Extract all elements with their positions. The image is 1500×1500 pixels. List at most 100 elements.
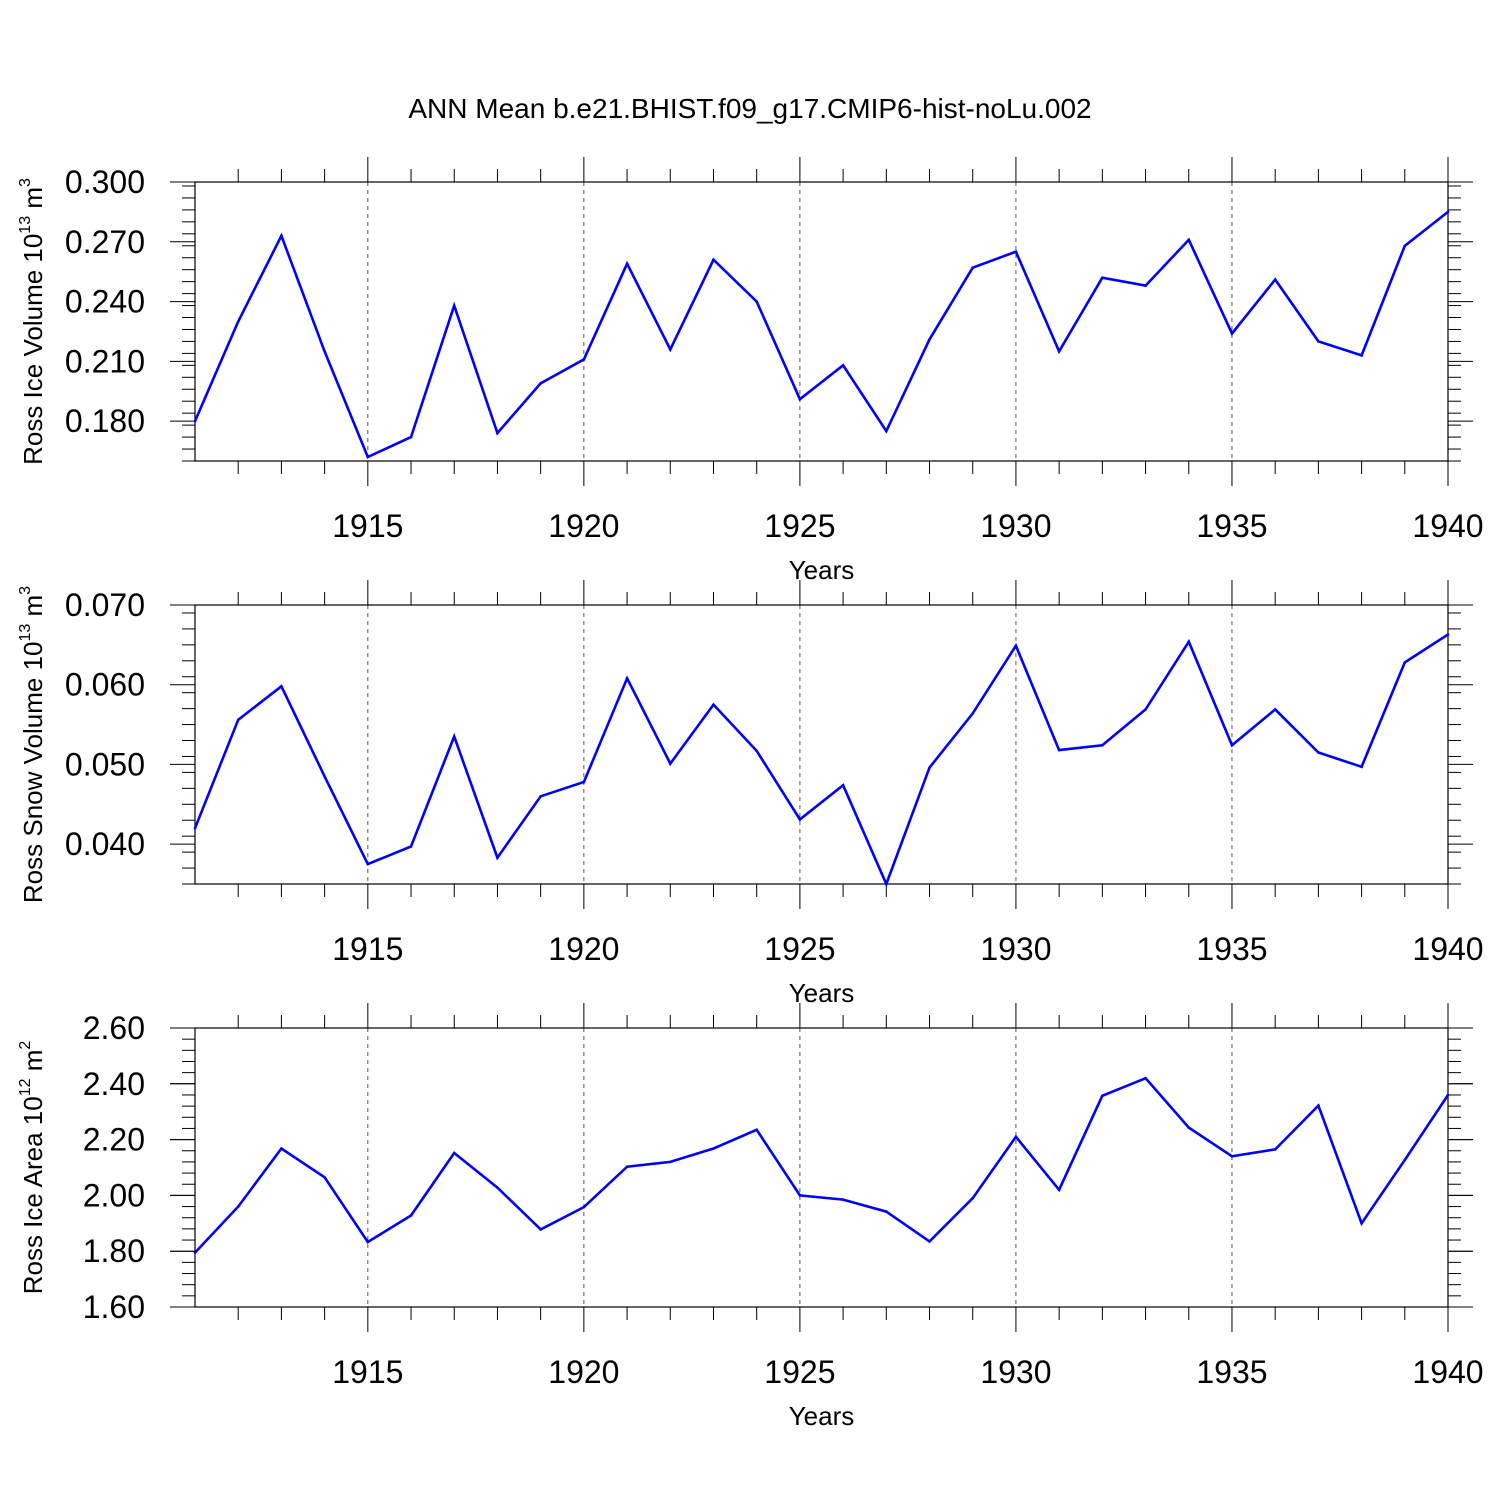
data-point-1924	[755, 300, 758, 303]
data-point-1912	[236, 1205, 240, 1208]
series-line-ross-ice-volume	[193, 210, 1449, 459]
x-axis-label: Years	[789, 555, 855, 585]
y-axis-label-main: Ross Ice Volume 10	[18, 234, 48, 465]
y-axis-label: Ross Ice Volume 1013 m3	[17, 178, 48, 465]
y-tick-label: 0.050	[65, 746, 145, 782]
data-point-1929	[971, 712, 975, 715]
x-tick-label: 1925	[764, 508, 835, 544]
data-point-1931	[1057, 748, 1061, 752]
figure-title: ANN Mean b.e21.BHIST.f09_g17.CMIP6-hist-…	[408, 93, 1091, 124]
data-point-1932	[1101, 743, 1104, 747]
data-point-1919	[539, 381, 542, 385]
data-point-1937	[1317, 751, 1320, 754]
data-point-1931	[1057, 1188, 1061, 1192]
y-tick-label: 0.040	[65, 826, 145, 862]
data-point-1932	[1101, 1094, 1104, 1098]
x-tick-labels: 1915 1920 1925 1930 1935 1940	[332, 931, 1483, 967]
x-tick-label: 1920	[548, 931, 619, 967]
y-axis-label-exponent: 13	[17, 624, 34, 642]
data-point-1929	[971, 266, 975, 269]
data-point-1922	[668, 348, 672, 351]
data-point-1923	[712, 258, 715, 262]
y-axis-label-unit: m	[18, 595, 48, 624]
data-point-1937	[1317, 1104, 1320, 1107]
data-point-1912	[236, 718, 240, 722]
x-ticks	[237, 580, 1449, 909]
data-point-1919	[539, 1228, 542, 1231]
data-points	[193, 1076, 1450, 1254]
x-tick-label: 1920	[548, 508, 619, 544]
data-point-1935	[1230, 743, 1234, 747]
y-axis-label-exponent: 12	[17, 1078, 34, 1096]
x-tick-label: 1925	[764, 1354, 835, 1390]
data-point-1927	[885, 1210, 888, 1213]
data-point-1934	[1187, 640, 1191, 643]
data-point-1928	[928, 338, 931, 341]
data-point-1939	[1403, 244, 1407, 248]
data-point-1936	[1273, 278, 1277, 281]
y-axis-label: Ross Ice Area 1012 m2	[17, 1041, 48, 1295]
y-ticks	[170, 181, 1473, 462]
y-tick-label: 0.070	[65, 587, 145, 623]
data-point-1939	[1403, 661, 1407, 664]
x-tick-label: 1940	[1412, 931, 1483, 967]
data-point-1914	[323, 775, 326, 778]
x-tick-labels: 1915 1920 1925 1930 1935 1940	[332, 1354, 1483, 1390]
y-tick-label: 2.60	[83, 1010, 145, 1046]
data-point-1930	[1014, 1135, 1018, 1139]
data-point-1926	[841, 364, 845, 367]
plot-frame	[194, 604, 1449, 885]
data-point-1916	[409, 435, 413, 439]
data-point-1923	[712, 703, 715, 706]
data-point-1920	[582, 358, 586, 361]
x-tick-label: 1940	[1412, 508, 1483, 544]
data-point-1930	[1014, 250, 1018, 254]
series-line-ross-snow-volume	[193, 633, 1449, 888]
y-axis-label-unit-exponent: 3	[17, 178, 34, 187]
data-point-1940	[1446, 210, 1450, 214]
data-point-1930	[1014, 644, 1018, 647]
y-tick-label: 0.060	[65, 667, 145, 703]
data-point-1915	[366, 862, 370, 866]
data-point-1918	[496, 856, 499, 859]
y-axis-label-main: Ross Ice Area 10	[18, 1096, 48, 1294]
data-point-1938	[1360, 1222, 1363, 1225]
y-tick-label: 2.20	[83, 1122, 145, 1158]
data-point-1936	[1273, 708, 1277, 711]
x-tick-label: 1935	[1196, 931, 1267, 967]
x-gridlines	[367, 605, 1449, 884]
y-tick-label: 0.300	[65, 164, 145, 200]
y-axis-label-unit: m	[18, 187, 48, 216]
data-point-1940	[1446, 1093, 1450, 1097]
x-tick-label: 1920	[548, 1354, 619, 1390]
data-point-1938	[1360, 765, 1363, 769]
x-tick-label: 1930	[980, 931, 1051, 967]
data-point-1936	[1273, 1148, 1277, 1151]
data-point-1916	[409, 1214, 413, 1217]
x-tick-label: 1935	[1196, 508, 1267, 544]
y-tick-labels: 0.180 0.210 0.240 0.270 0.300	[65, 164, 145, 439]
x-tick-label: 1930	[980, 1354, 1051, 1390]
x-gridlines	[367, 1028, 1449, 1307]
data-point-1924	[755, 1128, 758, 1132]
data-point-1925	[798, 1194, 802, 1197]
data-point-1922	[668, 762, 672, 765]
data-point-1927	[885, 882, 888, 886]
panel-3: 1.60 1.80 2.00 2.20 2.40 2.60 1915 1920 1925 1930…	[17, 1003, 1484, 1431]
y-tick-label: 0.210	[65, 343, 145, 379]
y-axis-label-exponent: 13	[17, 216, 34, 234]
x-gridlines	[367, 182, 1449, 461]
data-point-1917	[452, 1151, 456, 1155]
panel-2: 0.040 0.050 0.060 0.070 1915 1920 1925 1930 1935…	[17, 580, 1484, 1008]
y-tick-labels: 1.60 1.80 2.00 2.20 2.40 2.60	[83, 1010, 145, 1325]
data-point-1925	[798, 397, 802, 401]
data-point-1917	[452, 304, 456, 307]
data-point-1933	[1144, 708, 1147, 711]
data-point-1935	[1230, 332, 1234, 335]
data-point-1928	[928, 766, 931, 769]
y-tick-label: 0.180	[65, 403, 145, 439]
data-point-1933	[1144, 1076, 1147, 1080]
y-tick-label: 2.00	[83, 1177, 145, 1213]
x-axis-label: Years	[789, 1401, 855, 1431]
